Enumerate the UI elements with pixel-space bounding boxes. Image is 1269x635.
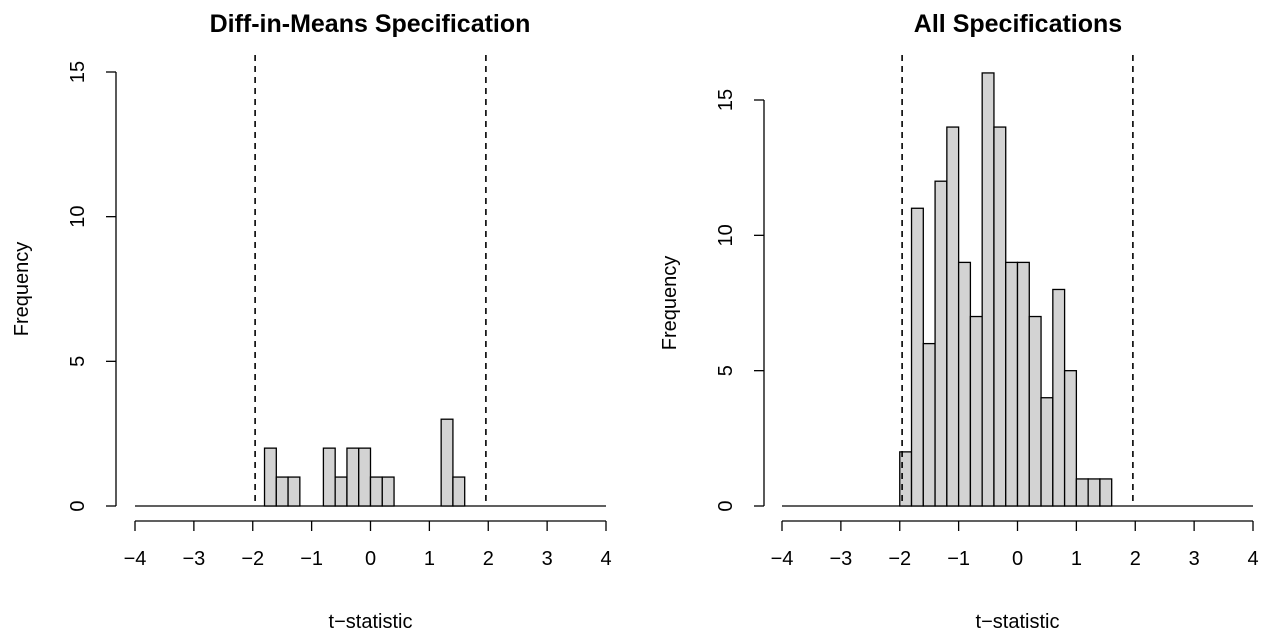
histogram-bar bbox=[358, 447, 372, 507]
chart-title: All Specifications bbox=[914, 10, 1122, 38]
histogram-bar bbox=[1040, 397, 1054, 507]
histogram-bar bbox=[369, 476, 383, 507]
histogram-bar bbox=[381, 476, 395, 507]
x-tick-label: 4 bbox=[1247, 548, 1258, 570]
histogram-bar bbox=[275, 476, 289, 507]
x-tick-label: 1 bbox=[1071, 548, 1082, 570]
y-axis-label: Frequency bbox=[659, 256, 681, 351]
histogram-bar bbox=[1075, 478, 1089, 507]
y-axis-label: Frequency bbox=[11, 242, 33, 337]
histogram-bar bbox=[287, 476, 301, 507]
x-tick-label: −4 bbox=[771, 548, 794, 570]
y-tick-label: 5 bbox=[715, 365, 737, 376]
histogram-bar bbox=[1087, 478, 1101, 507]
x-tick-label: −3 bbox=[829, 548, 852, 570]
histogram-bar bbox=[957, 261, 972, 507]
histogram-bar bbox=[1016, 261, 1030, 507]
x-tick-label: 2 bbox=[1130, 548, 1141, 570]
histogram-bar bbox=[969, 315, 983, 507]
y-tick-label: 5 bbox=[67, 356, 89, 367]
histogram-bar bbox=[1063, 370, 1078, 507]
x-tick-label: 1 bbox=[424, 548, 435, 570]
y-tick-label: 0 bbox=[67, 500, 89, 511]
x-axis-label: t−statistic bbox=[329, 611, 413, 633]
histogram-bar bbox=[910, 207, 924, 507]
panel-diff-in-means: Diff-in-Means Specification −4 −3 −2 −1 0 1 2 3 4… bbox=[11, 10, 612, 633]
x-tick-label: 0 bbox=[1012, 548, 1023, 570]
histogram-bar bbox=[993, 126, 1007, 507]
x-tick-label: −4 bbox=[124, 548, 147, 570]
x-tick-label: −2 bbox=[241, 548, 264, 570]
x-tick-label: −1 bbox=[300, 548, 323, 570]
y-tick-label: 15 bbox=[715, 89, 737, 111]
chart-title: Diff-in-Means Specification bbox=[210, 10, 531, 38]
histogram-bar bbox=[981, 72, 995, 507]
histogram-bar bbox=[322, 447, 336, 507]
y-tick-label: 0 bbox=[715, 500, 737, 511]
y-tick-label: 15 bbox=[67, 61, 89, 83]
x-tick-label: −3 bbox=[182, 548, 205, 570]
histogram-bar bbox=[1005, 261, 1019, 507]
y-tick-label: 10 bbox=[715, 224, 737, 246]
histogram-bar bbox=[440, 418, 454, 507]
x-tick-label: 0 bbox=[365, 548, 376, 570]
x-tick-label: 2 bbox=[483, 548, 494, 570]
panel-all-specifications: All Specifications −4 −3 −2 −1 0 1 2 3 4 t−statist… bbox=[659, 10, 1259, 633]
x-tick-label: 3 bbox=[1189, 548, 1200, 570]
x-axis-label: t−statistic bbox=[976, 611, 1060, 633]
histogram-bar bbox=[934, 180, 948, 507]
x-tick-label: −1 bbox=[947, 548, 970, 570]
histogram-bar bbox=[1099, 478, 1113, 507]
histogram-bar bbox=[922, 342, 936, 507]
histogram-bar bbox=[334, 476, 348, 507]
histogram-bar bbox=[263, 447, 277, 507]
histogram-bar bbox=[1052, 288, 1066, 507]
x-tick-label: 3 bbox=[542, 548, 553, 570]
histogram-bar bbox=[1028, 315, 1042, 507]
histogram-bar bbox=[346, 447, 360, 507]
histogram-bar bbox=[946, 126, 960, 507]
y-tick-label: 10 bbox=[67, 206, 89, 228]
x-tick-label: −2 bbox=[888, 548, 911, 570]
histogram-bar bbox=[452, 476, 466, 507]
x-tick-label: 4 bbox=[600, 548, 611, 570]
